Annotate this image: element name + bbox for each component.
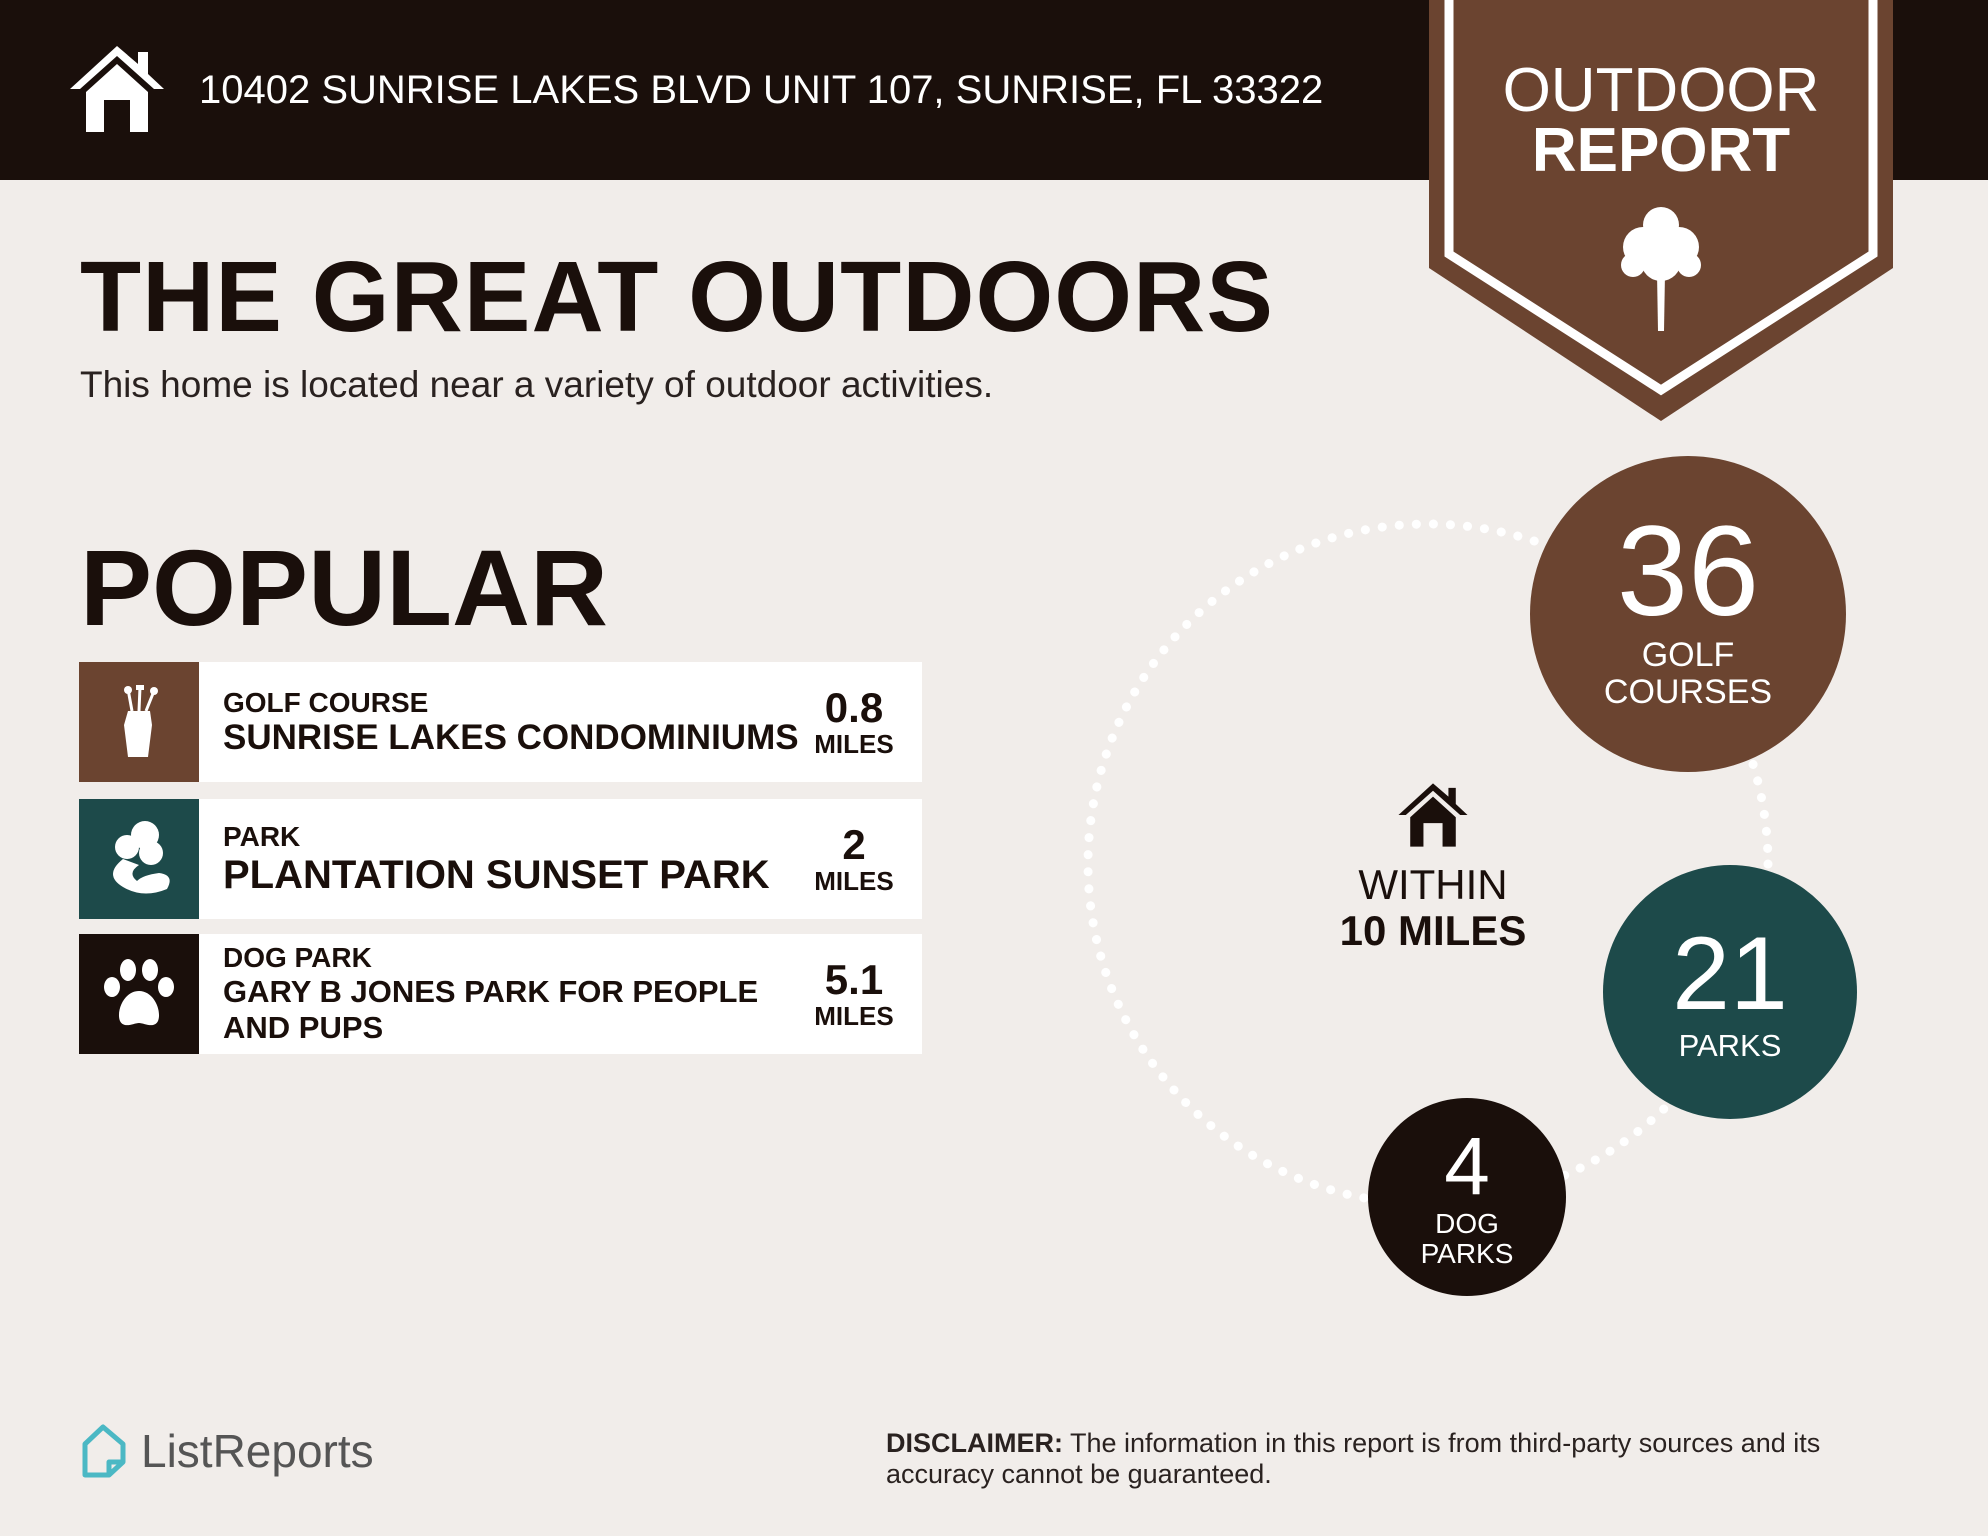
logo-text: ListReports — [141, 1425, 374, 1477]
item-unit: MILES — [814, 866, 894, 896]
badge-line2: REPORT — [1531, 116, 1791, 185]
item-unit: MILES — [814, 1001, 894, 1031]
disclaimer-text: The information in this report is from t… — [886, 1428, 1821, 1489]
property-address: 10402 SUNRISE LAKES BLVD UNIT 107, SUNRI… — [199, 68, 1324, 112]
disclaimer: DISCLAIMER: The information in this repo… — [886, 1428, 1916, 1490]
popular-heading: POPULAR — [80, 527, 609, 648]
stat-label: GOLF — [1641, 636, 1735, 674]
tree-icon — [1621, 207, 1701, 331]
page-subtitle: This home is located near a variety of o… — [80, 364, 994, 405]
radius-label: WITHIN — [1358, 861, 1508, 908]
item-name: SUNRISE LAKES CONDOMINIUMS — [223, 718, 799, 757]
stat-label: PARKS — [1678, 1028, 1782, 1063]
badge-line1: OUTDOOR — [1502, 56, 1820, 125]
popular-item-golf: GOLF COURSE SUNRISE LAKES CONDOMINIUMS 0.… — [79, 662, 922, 782]
item-category: PARK — [223, 821, 301, 852]
park-trees-icon — [79, 799, 199, 919]
house-icon — [70, 46, 164, 132]
radius-value: 10 MILES — [1339, 907, 1527, 954]
stat-label: COURSES — [1603, 673, 1773, 711]
page-title: THE GREAT OUTDOORS — [80, 241, 1274, 353]
item-name: PLANTATION SUNSET PARK — [223, 853, 770, 897]
item-distance: 2 — [842, 821, 866, 868]
item-name: GARY B JONES PARK FOR PEOPLE AND PUPS — [223, 974, 759, 1045]
item-distance: 0.8 — [824, 684, 884, 731]
listreports-logo: ListReports — [79, 1424, 374, 1478]
stat-label: PARKS — [1420, 1238, 1514, 1269]
stat-dog-parks: 4 DOG PARKS — [1368, 1098, 1566, 1296]
paw-icon — [79, 934, 199, 1054]
logo-icon — [82, 1424, 126, 1478]
home-center-icon — [1398, 783, 1468, 847]
item-category: GOLF COURSE — [223, 687, 429, 718]
item-unit: MILES — [814, 729, 894, 759]
golf-bag-icon — [79, 662, 199, 782]
item-distance: 5.1 — [824, 956, 884, 1003]
popular-item-dog-park: DOG PARK GARY B JONES PARK FOR PEOPLE AND… — [79, 934, 922, 1054]
stat-parks: 21 PARKS — [1603, 865, 1857, 1119]
stat-label: DOG — [1435, 1208, 1499, 1239]
disclaimer-label: DISCLAIMER: — [886, 1428, 1063, 1458]
stat-count: 21 — [1672, 916, 1788, 1032]
stat-count: 36 — [1616, 500, 1760, 643]
popular-item-park: PARK PLANTATION SUNSET PARK 2 MILES — [79, 799, 922, 919]
stat-golf-courses: 36 GOLF COURSES — [1530, 456, 1846, 772]
item-category: DOG PARK — [223, 942, 372, 973]
stat-count: 4 — [1444, 1121, 1490, 1212]
